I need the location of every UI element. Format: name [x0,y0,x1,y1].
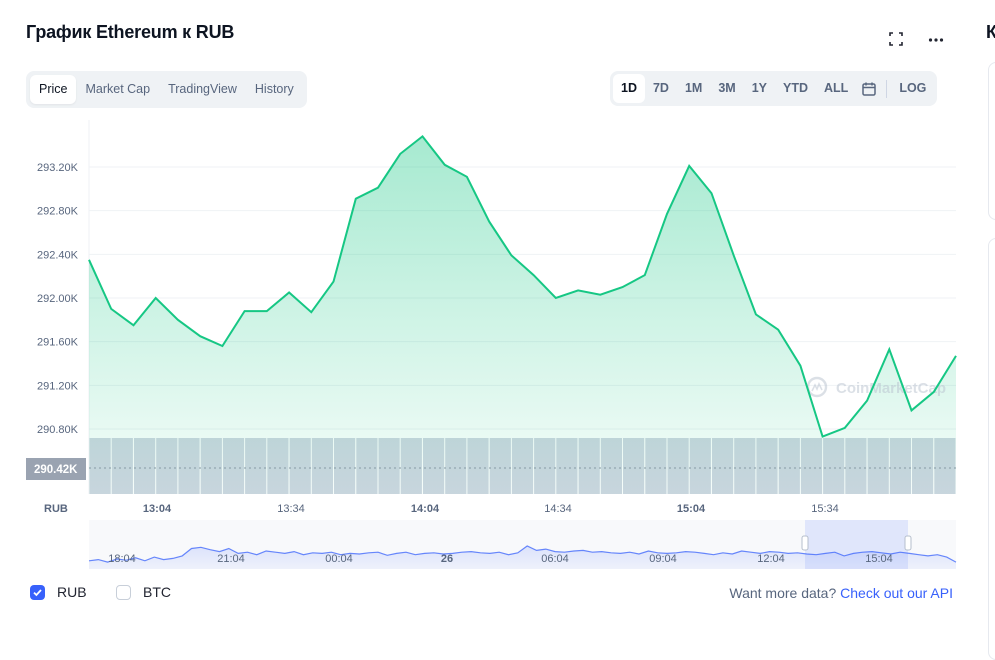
current-price-badge [26,458,86,480]
range-3m[interactable]: 3M [718,81,736,95]
log-scale-toggle[interactable]: LOG [899,81,927,95]
navigator-tick-label: 09:04 [649,553,677,565]
navigator-tick-label: 06:04 [541,553,569,565]
fullscreen-icon[interactable] [885,28,907,50]
range-ytd[interactable]: YTD [783,81,809,95]
range-1y[interactable]: 1Y [751,81,768,95]
coinmarketcap-watermark: CoinMarketCap [806,376,946,398]
range-1m[interactable]: 1M [684,81,703,95]
btc-checkbox[interactable] [116,584,131,600]
api-link[interactable]: Check out our API [840,585,953,601]
navigator-tick-label: 18:04 [108,553,136,565]
y-tick-label: 291.20K [37,380,79,392]
calendar-icon[interactable] [856,74,882,103]
current-price-label: 290.42K [34,464,78,476]
legend-rub[interactable]: RUB [30,584,87,600]
y-tick-label: 293.20K [37,162,79,174]
chart-type-tabs: Price Market Cap TradingView History [26,71,307,108]
next-section-title-fragment: К [986,22,995,42]
tab-market-cap[interactable]: Market Cap [85,82,151,96]
navigator-tick-label: 00:04 [325,553,353,565]
rub-checkbox[interactable] [30,584,45,600]
y-tick-label: 292.80K [37,206,79,218]
legend-btc[interactable]: BTC [116,584,171,600]
x-tick-label: 15:34 [811,503,839,515]
api-promo: Want more data? Check out our API [729,585,953,601]
y-axis-labels: 293.20K 292.80K 292.40K 292.00K 291.60K 291.2… [37,162,79,436]
tab-tradingview[interactable]: TradingView [168,82,237,96]
currency-axis-label: RUB [44,503,68,515]
x-tick-label: 14:34 [544,503,572,515]
navigator-handle[interactable] [801,535,809,551]
navigator-tick-label: 26 [441,553,453,565]
tab-price[interactable]: Price [30,75,77,104]
range-7d[interactable]: 7D [652,81,669,95]
x-tick-label: 13:04 [143,503,172,515]
y-tick-label: 290.80K [37,424,79,436]
y-tick-label: 292.00K [37,293,79,305]
price-chart[interactable]: CoinMarketCap 293.20K 292.80K 292.40K 292.0… [0,0,995,622]
x-tick-label: 13:34 [277,503,305,515]
navigator-tick-label: 12:04 [757,553,785,565]
range-all[interactable]: ALL [824,81,849,95]
navigator-handle[interactable] [904,535,912,551]
navigator-tick-label: 15:04 [865,553,893,565]
time-range-selector: 1D 7D 1M 3M 1Y YTD ALL LOG [610,71,938,106]
navigator-area [89,546,956,569]
navigator-line [88,545,957,563]
price-line [88,134,957,438]
tab-history[interactable]: History [254,82,294,96]
y-tick-label: 292.40K [37,249,79,261]
legend-label-btc: BTC [143,584,171,600]
more-dots-icon[interactable] [925,28,947,50]
range-navigator[interactable]: 18:04 21:04 00:04 26 06:04 09:04 12:04 15:04 [88,520,957,569]
api-promo-text: Want more data? [729,585,841,601]
range-divider [886,79,888,98]
check-icon [33,588,42,596]
navigator-selection[interactable] [805,520,908,569]
range-1d[interactable]: 1D [613,74,645,103]
legend-label-rub: RUB [57,584,87,600]
price-area-fill [89,136,956,494]
navigator-tick-label: 21:04 [217,553,245,565]
chart-title: График Ethereum к RUB [26,22,235,42]
watermark-text: CoinMarketCap [836,380,946,397]
x-tick-label: 14:04 [411,503,440,515]
y-tick-label: 291.60K [37,337,79,349]
x-axis-labels: 13:04 13:34 14:04 14:34 15:04 15:34 [143,503,839,515]
x-tick-label: 15:04 [677,503,706,515]
